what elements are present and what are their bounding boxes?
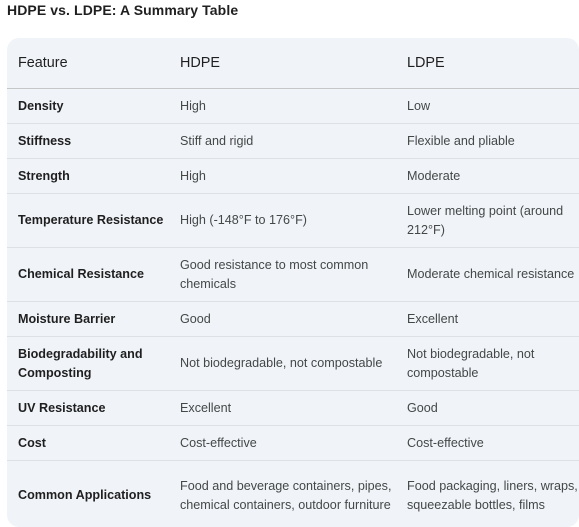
header-feature: Feature — [7, 38, 169, 89]
feature-cell: Common Applications — [18, 488, 152, 502]
ldpe-cell: Excellent — [396, 301, 579, 337]
ldpe-cell: Cost-effective — [396, 425, 579, 461]
summary-table: Feature HDPE LDPE Density High Low Stiff… — [7, 38, 579, 527]
hdpe-cell: High (-148°F to 176°F) — [169, 193, 396, 248]
table-row: Cost Cost-effective Cost-effective — [7, 425, 579, 461]
feature-cell: UV Resistance — [7, 390, 169, 426]
table-header-row: Feature HDPE LDPE — [7, 38, 579, 89]
header-hdpe: HDPE — [169, 38, 396, 89]
ldpe-cell: Lower melting point (around 212°F) — [396, 193, 579, 248]
feature-cell: Temperature Resistance — [7, 193, 169, 248]
ldpe-cell: Not biodegradable, not compostable — [396, 336, 579, 391]
hdpe-cell: Good resistance to most common chemicals — [169, 247, 396, 302]
ldpe-cell: Good — [396, 390, 579, 426]
ldpe-cell: Flexible and pliable — [396, 123, 579, 159]
table-row: Density High Low — [7, 88, 579, 124]
summary-table-card: Feature HDPE LDPE Density High Low Stiff… — [7, 38, 579, 527]
table-row: Common Applications Food and beverage co… — [7, 461, 579, 527]
table-row: Strength High Moderate — [7, 158, 579, 194]
hdpe-cell: Stiff and rigid — [169, 123, 396, 159]
table-row: UV Resistance Excellent Good — [7, 390, 579, 426]
feature-cell: Cost — [7, 425, 169, 461]
hdpe-cell: Not biodegradable, not compostable — [169, 336, 396, 391]
table-row: Temperature Resistance High (-148°F to 1… — [7, 193, 579, 248]
feature-cell: Chemical Resistance — [7, 247, 169, 302]
feature-cell: Biodegradability and Composting — [7, 336, 169, 391]
hdpe-cell: High — [169, 158, 396, 194]
hdpe-cell: Cost-effective — [169, 425, 396, 461]
table-row: Moisture Barrier Good Excellent — [7, 301, 579, 337]
feature-cell: Density — [7, 88, 169, 124]
ldpe-cell: Moderate — [396, 158, 579, 194]
feature-cell: Strength — [7, 158, 169, 194]
hdpe-cell: Good — [169, 301, 396, 337]
header-ldpe: LDPE — [396, 38, 579, 89]
table-row: Biodegradability and Composting Not biod… — [7, 336, 579, 391]
hdpe-cell: Excellent — [169, 390, 396, 426]
feature-cell: Stiffness — [7, 123, 169, 159]
hdpe-cell: Food and beverage containers, pipes, che… — [180, 478, 392, 512]
table-row: Chemical Resistance Good resistance to m… — [7, 247, 579, 302]
feature-cell: Moisture Barrier — [7, 301, 169, 337]
ldpe-cell: Low — [396, 88, 579, 124]
table-row: Stiffness Stiff and rigid Flexible and p… — [7, 123, 579, 159]
page-title: HDPE vs. LDPE: A Summary Table — [7, 2, 239, 18]
ldpe-cell: Moderate chemical resistance — [396, 247, 579, 302]
ldpe-cell: Food packaging, liners, wraps, squeezabl… — [407, 478, 578, 512]
hdpe-cell: High — [169, 88, 396, 124]
